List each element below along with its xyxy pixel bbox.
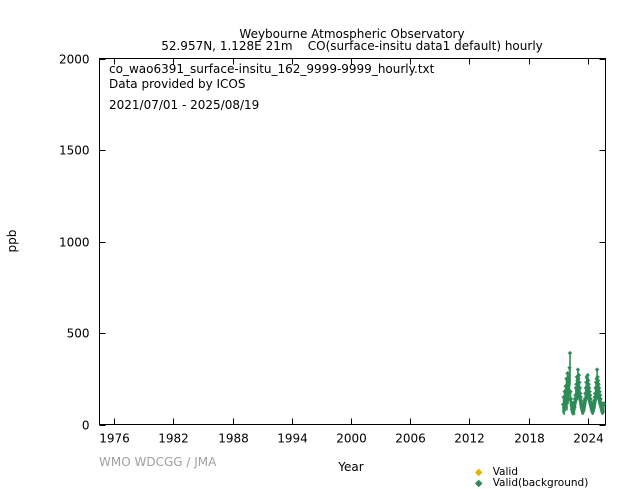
data-point [562,389,567,394]
data-point [586,382,591,387]
x-tick-label: 1988 [218,432,249,446]
data-point [588,393,593,398]
legend-item-valid: ◆ Valid [466,454,518,478]
data-point [578,394,583,400]
x-tick-label: 1976 [99,432,130,446]
x-axis-label: Year [337,460,363,474]
legend-label: Valid [492,466,518,478]
y-tick-label: 1500 [59,144,90,158]
data-point [596,385,602,391]
data-point [561,404,567,410]
legend-label: Valid(background) [492,477,589,489]
x-tick-label: 1982 [158,432,189,446]
x-tick-label: 2012 [454,432,485,446]
data-point [587,385,592,391]
data-point [595,374,600,380]
data-point [597,389,602,394]
data-point [594,367,600,372]
y-tick-label: 500 [67,327,90,341]
data-point [589,400,594,405]
data-marks [560,350,606,416]
data-point [598,396,603,402]
data-point [577,385,583,391]
axes: 1976 1982 1988 1994 2000 2006 2012 2018 2024 0 500… [59,53,606,446]
y-tick-label: 2000 [59,53,90,67]
data-point [568,389,573,394]
x-tick-label: 1994 [277,432,308,446]
diamond-icon: ◆ [474,467,483,478]
x-tick-label: 2024 [573,432,604,446]
data-point [578,391,583,396]
data-period: 2021/07/01 - 2025/08/19 [109,98,260,112]
footer-credit: WMO WDCGG / JMA [99,455,217,469]
data-point [584,374,589,380]
data-point [588,396,593,402]
data-point [579,402,584,407]
x-tick-label: 2018 [514,432,545,446]
y-tick-label: 0 [82,419,90,433]
x-tick-label: 2006 [395,432,426,446]
station-location: 52.957N, 1.128E 21m [161,39,293,53]
series-description: CO(surface-insitu data1 default) hourly [307,39,543,53]
data-point [579,398,584,403]
data-point [595,378,601,383]
data-point [596,382,601,387]
data-point [561,394,566,400]
y-tick-label: 1000 [59,236,90,250]
data-point [597,393,603,398]
data-point [576,372,582,378]
data-point [589,402,594,407]
data-point [565,371,570,376]
chart-subtitle: 52.957N, 1.128E 21m CO(surface-insitu da… [0,39,640,53]
data-point [598,400,604,405]
data-point [575,367,581,372]
y-axis-label: ppb [5,230,19,253]
data-file-name: co_wao6391_surface-insitu_162_9999-9999_… [109,62,435,76]
station-title: Weybourne Atmospheric Observatory [239,27,465,41]
data-point [567,350,573,356]
data-point [568,396,574,402]
data-point [585,372,590,378]
data-point [586,378,591,383]
data-point [587,389,592,394]
plot-frame [99,58,606,425]
data-point [563,383,568,389]
data-provider: Data provided by ICOS [109,77,246,91]
data-point [577,380,582,385]
legend-item-valid-background: ◆ Valid(background) [466,465,588,489]
x-tick-label: 2000 [336,432,367,446]
data-point [601,401,606,406]
